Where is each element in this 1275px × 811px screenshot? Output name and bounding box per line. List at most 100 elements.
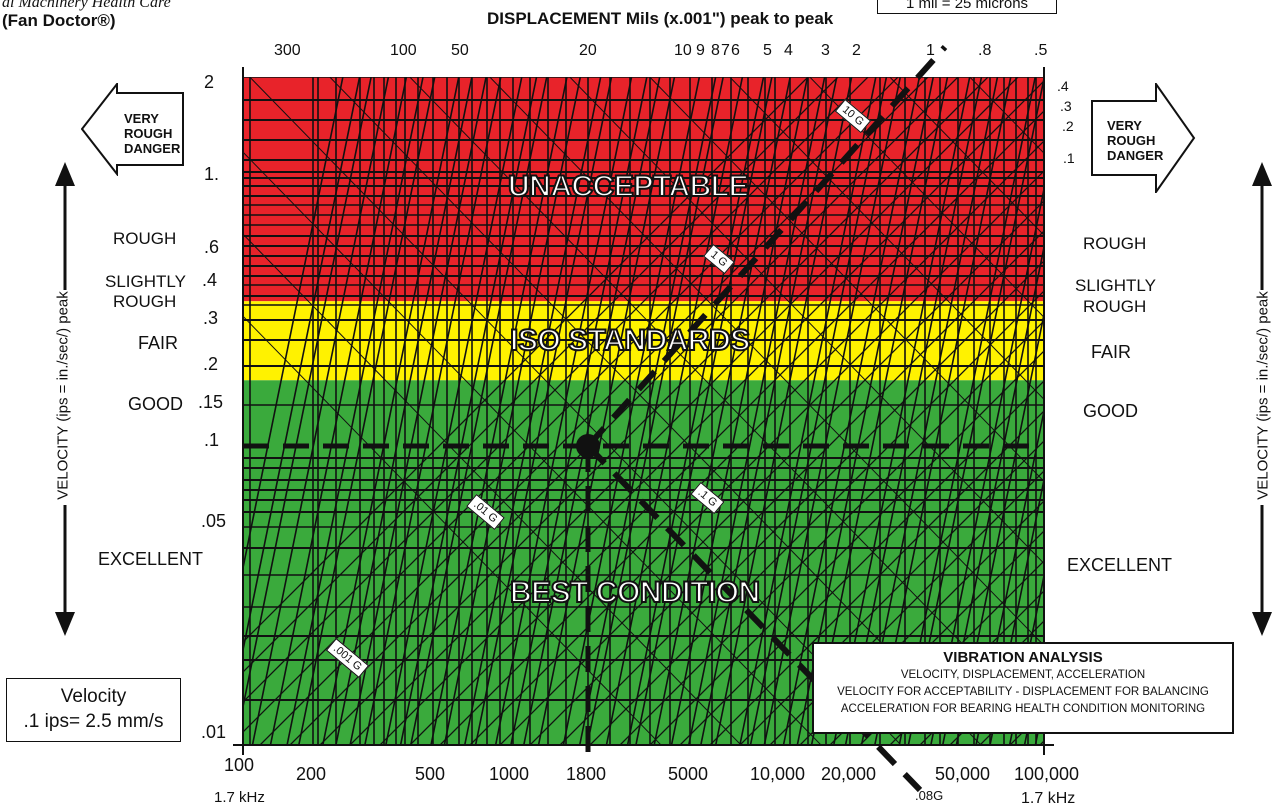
disp-line-50 bbox=[1008, 572, 1044, 745]
zone-label-best: BEST CONDITION bbox=[509, 575, 761, 610]
right-label-slightly: SLIGHTLY bbox=[1075, 276, 1156, 295]
disp-line-48 bbox=[975, 407, 1044, 745]
left-danger-line2: ROUGH bbox=[124, 126, 173, 141]
disp-tick-20: 20 bbox=[579, 42, 597, 59]
right-small-tick-2: .2 bbox=[1062, 118, 1074, 134]
disp-line-5 bbox=[286, 77, 424, 745]
x-sub-label-left: 1.7 kHz bbox=[214, 789, 265, 806]
info-box-line1: VELOCITY, DISPLACEMENT, ACCELERATION bbox=[900, 669, 1146, 681]
left-velocity-axis-arrow bbox=[55, 162, 75, 636]
disp-tick-300: 300 bbox=[274, 42, 301, 59]
left-danger-arrow bbox=[81, 83, 184, 176]
y-tick-1: 1. bbox=[204, 164, 220, 184]
accel-line-16 bbox=[619, 320, 1044, 745]
disp-line-29 bbox=[670, 77, 809, 745]
disp-line-32 bbox=[714, 77, 853, 745]
disp-tick-2: 2 bbox=[852, 42, 861, 59]
right-danger-line3: DANGER bbox=[1107, 148, 1164, 163]
disp-line-7 bbox=[322, 77, 460, 745]
y-tick-0-01: .01 bbox=[201, 722, 227, 742]
right-label-fair: FAIR bbox=[1091, 342, 1132, 362]
disp-line-14 bbox=[430, 77, 568, 745]
back-line-0 bbox=[243, 315, 662, 745]
left-danger-line3: DANGER bbox=[124, 141, 181, 156]
disp-tick-100: 100 bbox=[390, 42, 417, 59]
disp-line-0 bbox=[243, 77, 344, 572]
x-tick-5000: 5000 bbox=[668, 764, 709, 784]
disp-tick-7: 7 bbox=[721, 42, 730, 59]
right-small-tick-3: .1 bbox=[1063, 150, 1075, 166]
right-velocity-axis-label: VELOCITY (ips = in./sec/) peak bbox=[1254, 291, 1272, 500]
x-tick-1000: 1000 bbox=[489, 764, 530, 784]
disp-line-19 bbox=[510, 77, 648, 745]
accel-line-15 bbox=[589, 290, 1044, 745]
disp-line-35 bbox=[763, 77, 902, 745]
y-tick-0-05: .05 bbox=[201, 511, 227, 531]
accel-line-5 bbox=[289, 77, 959, 745]
y-tick-0-1: .1 bbox=[204, 430, 220, 450]
right-danger-line1: VERY bbox=[1107, 118, 1142, 133]
disp-tick-1: 1 bbox=[926, 42, 935, 59]
right-small-tick-1: .3 bbox=[1060, 98, 1072, 114]
disp-line-6 bbox=[298, 77, 436, 745]
disp-line-17 bbox=[474, 77, 613, 745]
x-sub-label-right: 1.7 kHz bbox=[1021, 790, 1076, 807]
info-box-line2: VELOCITY FOR ACCEPTABILITY - DISPLACEMEN… bbox=[837, 686, 1209, 698]
right-small-tick-0: .4 bbox=[1057, 78, 1069, 94]
disp-line-27 bbox=[635, 77, 773, 745]
disp-line-36 bbox=[782, 77, 921, 745]
right-label-rough: ROUGH bbox=[1083, 234, 1147, 253]
disp-line-8 bbox=[335, 77, 473, 745]
x-tick-10000: 10,000 bbox=[750, 764, 806, 784]
accel-line-13 bbox=[529, 230, 1044, 745]
x-tick-1800: 1800 bbox=[566, 764, 607, 784]
disp-line-49 bbox=[989, 475, 1044, 745]
disp-tick-9: 9 bbox=[696, 42, 705, 59]
right-label-slightly-rough: ROUGH bbox=[1083, 297, 1147, 316]
disp-line-16 bbox=[463, 77, 602, 745]
left-label-good: GOOD bbox=[128, 394, 184, 414]
left-label-slightly-rough: ROUGH bbox=[113, 292, 177, 311]
disp-line-41 bbox=[860, 77, 999, 745]
left-label-rough: ROUGH bbox=[113, 229, 177, 248]
disp-line-43 bbox=[898, 77, 1037, 745]
accel-line-8 bbox=[379, 80, 1044, 745]
left-danger-line1: VERY bbox=[124, 111, 159, 126]
disp-line-25 bbox=[605, 77, 744, 745]
disp-line-23 bbox=[578, 77, 717, 745]
left-label-fair: FAIR bbox=[138, 333, 179, 353]
disp-tick-50: 50 bbox=[451, 42, 469, 59]
zone-label-unacceptable: UNACCEPTABLE bbox=[507, 169, 750, 204]
velocity-box-line2: .1 ips= 2.5 mm/s bbox=[23, 711, 164, 732]
left-label-slightly: SLIGHTLY bbox=[105, 272, 186, 291]
disp-line-40 bbox=[844, 77, 983, 745]
y-tick-0-15: .15 bbox=[198, 392, 224, 412]
disp-line-47 bbox=[955, 310, 1044, 745]
disp-tick-8: 8 bbox=[711, 42, 720, 59]
left-label-excellent: EXCELLENT bbox=[98, 549, 204, 569]
disp-tick-6: 6 bbox=[731, 42, 740, 59]
y-tick-0-3: .3 bbox=[203, 308, 219, 328]
right-danger-arrow bbox=[1091, 83, 1196, 193]
left-danger-text: VERY ROUGH DANGER bbox=[124, 111, 180, 156]
disp-line-26 bbox=[626, 77, 765, 745]
x-tick-20000: 20,000 bbox=[821, 764, 877, 784]
x-tick-500: 500 bbox=[415, 764, 446, 784]
micron-conversion-box: 1 mil = 25 microns bbox=[877, 0, 1057, 14]
disp-line-39 bbox=[832, 77, 971, 745]
acceleration-line-1g bbox=[585, 44, 948, 449]
velocity-box-line1: Velocity bbox=[60, 686, 127, 707]
disp-tick-5: 5 bbox=[763, 42, 772, 59]
y-tick-0-6: .6 bbox=[204, 237, 220, 257]
micron-conversion-text: 1 mil = 25 microns bbox=[905, 0, 1029, 12]
disp-tick-10: 10 bbox=[674, 42, 692, 59]
vibration-analysis-box: VIBRATION ANALYSIS VELOCITY, DISPLACEMEN… bbox=[812, 642, 1234, 734]
disp-line-13 bbox=[409, 77, 548, 745]
disp-line-22 bbox=[562, 77, 701, 745]
x-tick-100: 100 bbox=[224, 755, 255, 775]
disp-line-31 bbox=[700, 77, 838, 745]
zone-label-iso: ISO STANDARDS bbox=[509, 323, 751, 358]
right-label-good: GOOD bbox=[1083, 401, 1139, 421]
disp-line-44 bbox=[907, 77, 1044, 745]
x-tick-200: 200 bbox=[296, 764, 327, 784]
